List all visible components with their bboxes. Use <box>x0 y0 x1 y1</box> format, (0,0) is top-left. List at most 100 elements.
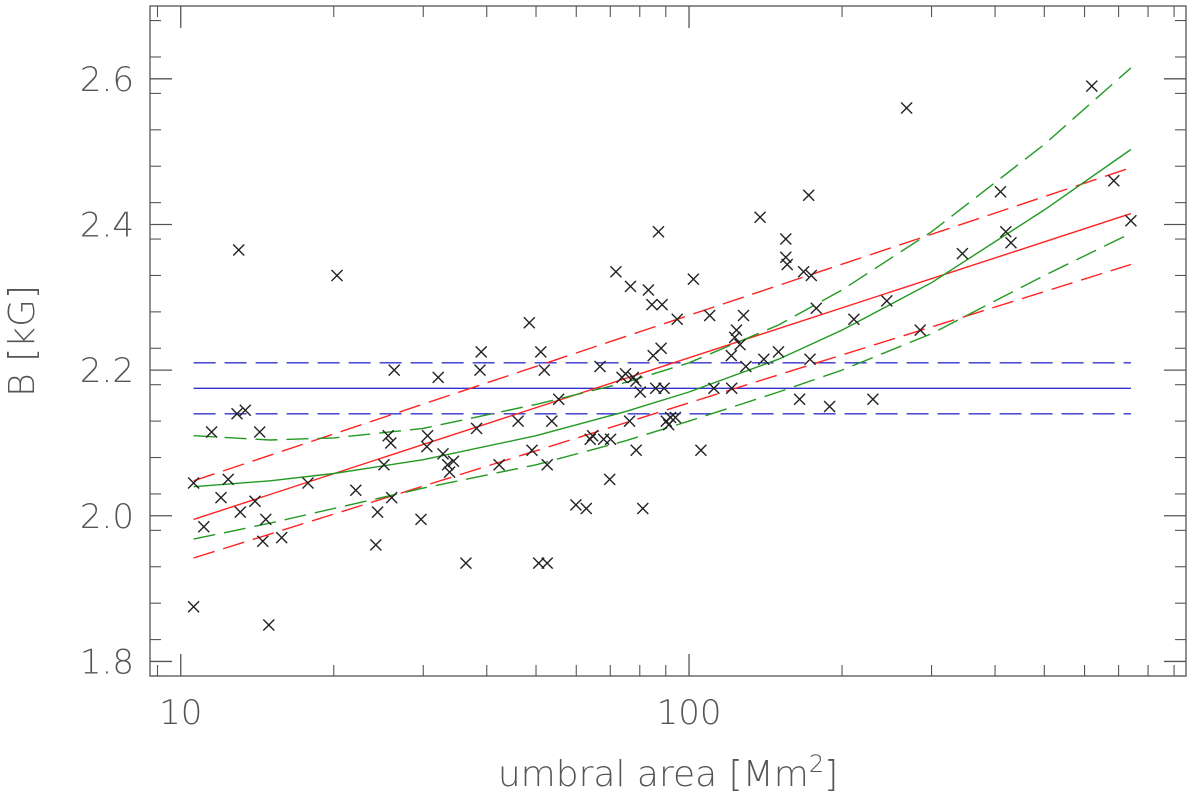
data-point <box>420 440 433 453</box>
plot-area <box>149 5 1187 677</box>
data-point <box>234 506 247 519</box>
tick-labels: 1.8 2.0 2.2 2.4 2.6 10 100 <box>80 60 722 733</box>
data-point <box>669 411 682 424</box>
data-point <box>534 345 547 358</box>
data-point <box>205 426 218 438</box>
data-point <box>256 535 269 548</box>
data-point <box>604 433 617 446</box>
data-point <box>634 386 647 398</box>
data-point <box>687 273 700 286</box>
data-point <box>627 371 640 384</box>
data-points <box>187 80 1137 631</box>
data-point <box>512 415 525 428</box>
data-point <box>474 364 486 377</box>
linear-fit-solid-line-3 <box>193 212 1132 521</box>
data-point <box>810 302 823 315</box>
quad-fit-dashed-line-8 <box>193 232 1132 540</box>
data-point <box>655 342 668 355</box>
x-tick-label: 10 <box>159 693 202 733</box>
y-tick-label: 2.0 <box>80 497 134 537</box>
quad-fit-dashed-line-7 <box>193 67 1132 441</box>
data-point <box>793 393 806 406</box>
data-point <box>232 244 245 256</box>
data-point <box>538 364 551 377</box>
data-point <box>388 364 401 377</box>
data-point <box>385 491 398 504</box>
data-point <box>259 513 272 526</box>
data-point <box>421 429 434 442</box>
y-axis-label: B [kG] <box>2 285 43 397</box>
data-point <box>187 600 200 613</box>
data-point <box>443 466 456 479</box>
data-point <box>470 422 483 435</box>
data-point <box>630 444 643 457</box>
data-point <box>994 185 1007 198</box>
data-point <box>730 324 743 337</box>
data-point <box>493 458 506 471</box>
data-point <box>671 313 684 326</box>
data-point <box>603 473 616 486</box>
data-point <box>781 258 794 271</box>
data-point <box>802 189 815 202</box>
data-point <box>302 477 314 489</box>
data-point <box>569 498 582 511</box>
data-point <box>629 375 642 388</box>
data-point <box>645 298 658 311</box>
x-axis-label-main: umbral area [Mm <box>498 754 809 795</box>
data-point <box>880 294 893 307</box>
data-point <box>624 280 637 293</box>
data-point <box>447 455 460 468</box>
data-point <box>222 473 235 486</box>
data-point <box>541 458 554 471</box>
data-point <box>437 447 449 460</box>
data-point <box>999 225 1012 238</box>
data-point <box>262 619 275 631</box>
data-point <box>619 367 632 380</box>
data-point <box>441 458 454 471</box>
data-point <box>737 309 750 322</box>
data-point <box>253 426 266 438</box>
data-point <box>432 371 445 384</box>
data-point <box>1107 174 1120 187</box>
data-point <box>739 360 752 373</box>
fit-lines <box>193 67 1132 559</box>
linear-fit-dashed-line-4 <box>193 167 1132 482</box>
quad-fit-solid-line-6 <box>193 148 1132 488</box>
data-point <box>754 211 767 224</box>
data-point <box>523 316 536 329</box>
data-point <box>239 404 252 417</box>
data-point <box>594 360 606 373</box>
data-point <box>779 233 792 245</box>
data-point <box>636 502 649 515</box>
data-point <box>384 437 397 449</box>
data-point <box>956 247 969 260</box>
data-point <box>804 353 816 366</box>
data-point <box>382 429 395 442</box>
x-axis-label-close: ] <box>824 754 838 795</box>
data-point <box>459 557 472 570</box>
data-point <box>658 382 671 395</box>
data-point <box>526 444 538 457</box>
data-point <box>694 444 707 457</box>
linear-fit-dashed-line-5 <box>193 263 1132 559</box>
data-point <box>1085 80 1098 93</box>
x-tick-label: 100 <box>657 693 722 733</box>
data-point <box>664 411 677 424</box>
data-point <box>757 353 770 366</box>
data-point <box>707 382 720 395</box>
data-point <box>725 349 738 362</box>
data-point <box>866 393 879 406</box>
data-point <box>805 269 818 282</box>
data-point <box>475 345 488 358</box>
data-point <box>656 298 669 311</box>
data-point <box>371 506 384 519</box>
y-tick-label: 1.8 <box>80 642 134 682</box>
y-tick-label: 2.6 <box>80 60 134 100</box>
axis-ticks <box>150 6 1186 677</box>
y-tick-label: 2.4 <box>80 205 134 245</box>
data-point <box>349 484 362 497</box>
data-point <box>215 491 227 504</box>
data-point <box>900 102 913 114</box>
data-point <box>187 477 200 489</box>
